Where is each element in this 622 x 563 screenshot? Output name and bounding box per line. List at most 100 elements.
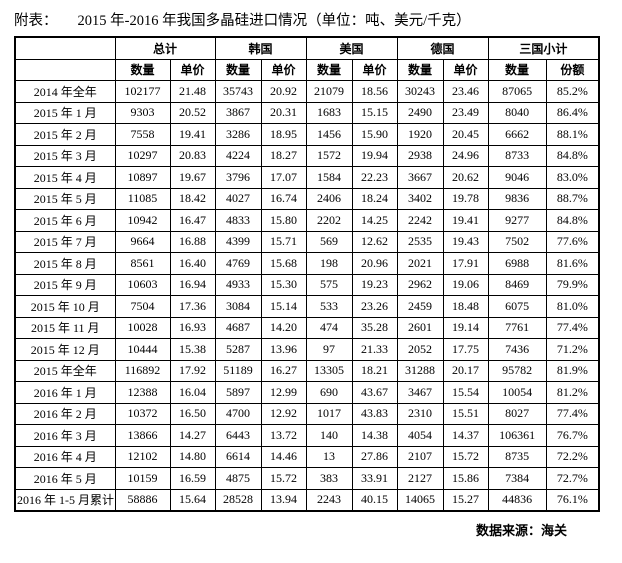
table-cell: 95782	[487, 359, 547, 382]
table-cell: 9303	[114, 101, 171, 124]
column-group-header-usa: 美国	[305, 36, 398, 60]
corner-cell	[14, 36, 116, 60]
table-cell: 4054	[396, 424, 444, 447]
title-text: 2015 年-2016 年我国多晶硅进口情况（单位：吨、美元/千克）	[77, 13, 471, 29]
table-cell: 17.91	[442, 252, 489, 275]
table-cell: 20.45	[442, 123, 489, 146]
row-label: 2016 年 1-5 月累计	[14, 488, 116, 512]
table-cell: 9046	[487, 166, 547, 189]
table-cell: 12388	[114, 381, 171, 404]
table-cell: 2535	[396, 230, 444, 253]
table-cell: 18.95	[260, 123, 307, 146]
table-row: 2015 年 10 月 7504 17.36 3084 15.14 533 23.26 245…	[14, 295, 600, 318]
corner-cell	[14, 58, 116, 81]
table-cell: 16.27	[260, 359, 307, 382]
table-cell: 2107	[396, 445, 444, 468]
table-cell: 28528	[214, 488, 262, 512]
table-cell: 4769	[214, 252, 262, 275]
table-cell: 14.38	[351, 424, 398, 447]
table-cell: 17.36	[169, 295, 216, 318]
table-cell: 8040	[487, 101, 547, 124]
table-cell: 198	[305, 252, 353, 275]
table-cell: 140	[305, 424, 353, 447]
table-cell: 13866	[114, 424, 171, 447]
row-label: 2015 年 8 月	[14, 252, 116, 275]
table-cell: 77.4%	[545, 316, 600, 339]
table-cell: 24.96	[442, 144, 489, 167]
table-row: 2015 年 12 月 10444 15.38 5287 13.96 97 21.33 205…	[14, 338, 600, 361]
table-cell: 35.28	[351, 316, 398, 339]
table-cell: 5897	[214, 381, 262, 404]
table-cell: 15.38	[169, 338, 216, 361]
table-cell: 9277	[487, 209, 547, 232]
table-cell: 18.27	[260, 144, 307, 167]
table-cell: 13.96	[260, 338, 307, 361]
table-cell: 2243	[305, 488, 353, 512]
data-source-note: 数据来源：海关	[475, 523, 567, 538]
table-cell: 3867	[214, 101, 262, 124]
table-cell: 15.71	[260, 230, 307, 253]
table-cell: 72.2%	[545, 445, 600, 468]
table-cell: 22.23	[351, 166, 398, 189]
table-cell: 575	[305, 273, 353, 296]
table-cell: 15.90	[351, 123, 398, 146]
table-cell: 16.59	[169, 467, 216, 490]
sub-header-quantity: 数量	[214, 58, 262, 81]
table-cell: 15.72	[260, 467, 307, 490]
table-cell: 16.47	[169, 209, 216, 232]
table-cell: 23.49	[442, 101, 489, 124]
column-group-header-korea: 韩国	[214, 36, 307, 60]
table-row: 2015 年 3 月 10297 20.83 4224 18.27 1572 19.94 29…	[14, 144, 600, 167]
table-cell: 19.43	[442, 230, 489, 253]
table-cell: 12.92	[260, 402, 307, 425]
table-row: 2016 年 4 月 12102 14.80 6614 14.46 13 27.86 2107…	[14, 445, 600, 468]
table-cell: 3286	[214, 123, 262, 146]
table-cell: 10897	[114, 166, 171, 189]
table-cell: 30243	[396, 80, 444, 103]
table-cell: 12.62	[351, 230, 398, 253]
table-cell: 33.91	[351, 467, 398, 490]
table-cell: 13	[305, 445, 353, 468]
table-cell: 15.72	[442, 445, 489, 468]
table-row: 2015 年 9 月 10603 16.94 4933 15.30 575 19.23 296…	[14, 273, 600, 296]
table-cell: 23.26	[351, 295, 398, 318]
column-group-header-total: 总计	[114, 36, 216, 60]
table-cell: 76.1%	[545, 488, 600, 512]
table-cell: 3667	[396, 166, 444, 189]
table-cell: 106361	[487, 424, 547, 447]
table-cell: 43.67	[351, 381, 398, 404]
row-label: 2015 年 5 月	[14, 187, 116, 210]
table-cell: 1572	[305, 144, 353, 167]
table-cell: 72.7%	[545, 467, 600, 490]
table-cell: 15.86	[442, 467, 489, 490]
row-label: 2016 年 4 月	[14, 445, 116, 468]
table-cell: 18.24	[351, 187, 398, 210]
table-cell: 14.80	[169, 445, 216, 468]
table-cell: 19.67	[169, 166, 216, 189]
table-cell: 20.17	[442, 359, 489, 382]
column-group-header-three-country-subtotal: 三国小计	[487, 36, 600, 60]
table-cell: 84.8%	[545, 144, 600, 167]
table-row: 2016 年 3 月 13866 14.27 6443 13.72 140 14.38 405…	[14, 424, 600, 447]
table-cell: 4224	[214, 144, 262, 167]
table-cell: 19.14	[442, 316, 489, 339]
table-cell: 88.1%	[545, 123, 600, 146]
table-cell: 19.06	[442, 273, 489, 296]
table-cell: 1456	[305, 123, 353, 146]
table-cell: 4833	[214, 209, 262, 232]
table-cell: 2490	[396, 101, 444, 124]
table-cell: 2406	[305, 187, 353, 210]
table-cell: 21.33	[351, 338, 398, 361]
table-cell: 81.6%	[545, 252, 600, 275]
table-cell: 13.94	[260, 488, 307, 512]
table-cell: 3084	[214, 295, 262, 318]
table-cell: 15.51	[442, 402, 489, 425]
table-cell: 102177	[114, 80, 171, 103]
table-row: 2015 年 4 月 10897 19.67 3796 17.07 1584 22.23 36…	[14, 166, 600, 189]
sub-header-row: 数量 单价 数量 单价 数量 单价 数量 单价 数量 份额	[14, 58, 600, 81]
table-cell: 116892	[114, 359, 171, 382]
table-row: 2016 年 2 月 10372 16.50 4700 12.92 1017 43.83 23…	[14, 402, 600, 425]
table-row: 2016 年 1-5 月累计 58886 15.64 28528 13.94 2243 40…	[14, 488, 600, 512]
table-cell: 14.37	[442, 424, 489, 447]
table-cell: 20.62	[442, 166, 489, 189]
